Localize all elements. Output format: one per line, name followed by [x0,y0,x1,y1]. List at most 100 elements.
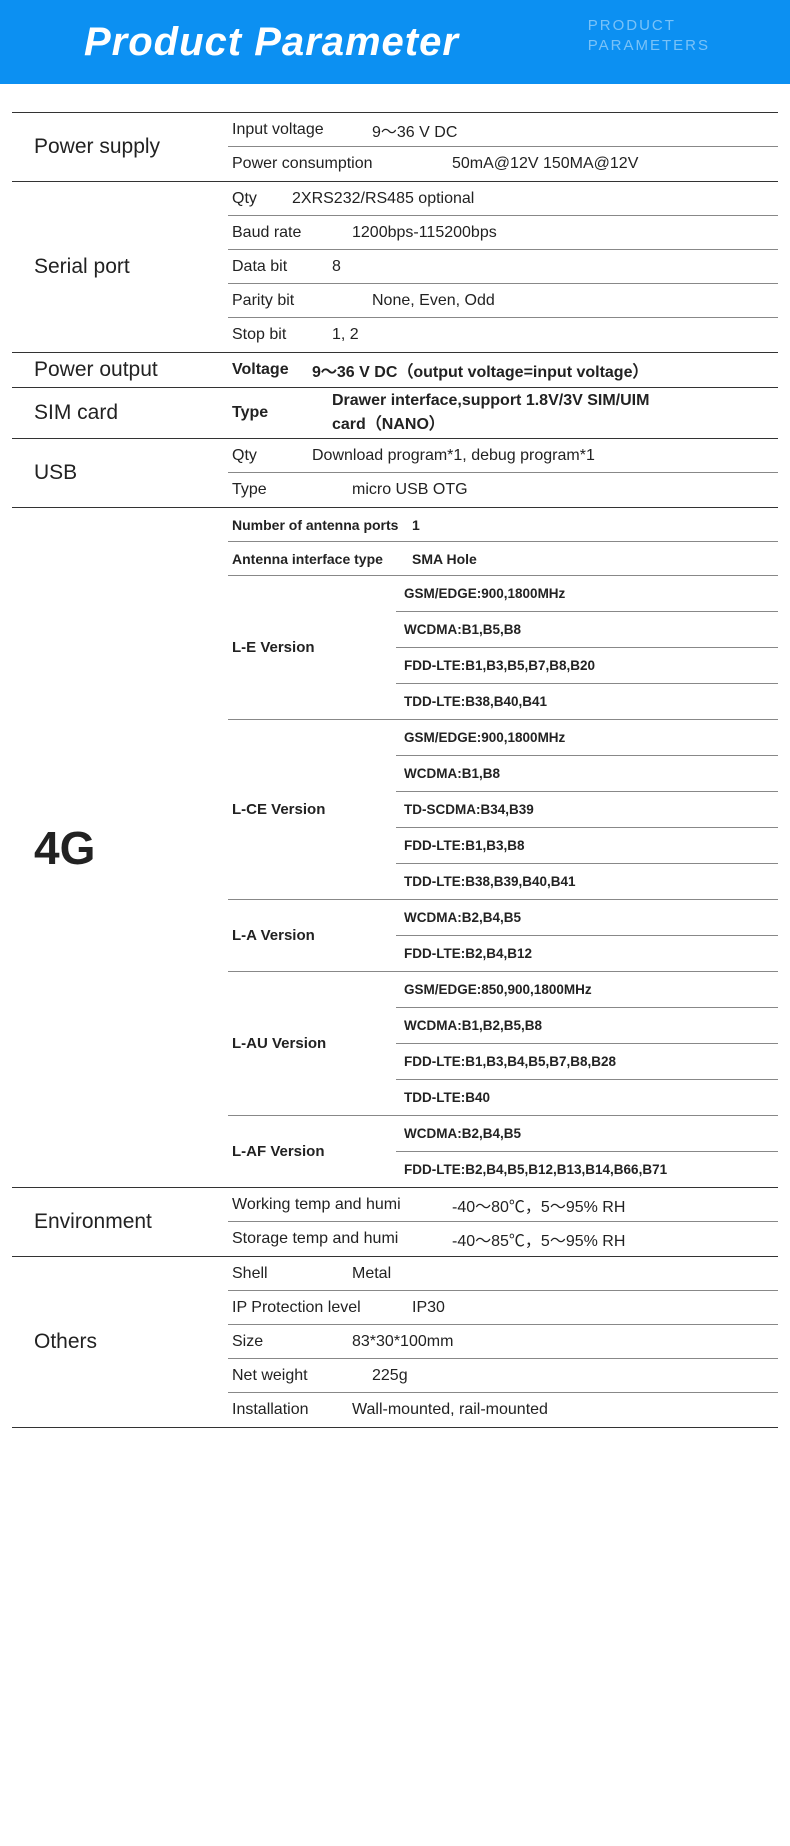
section-others: Others ShellMetal IP Protection levelIP3… [12,1257,778,1428]
table-row: Qty2XRS232/RS485 optional [228,182,778,216]
table-row: InstallationWall-mounted, rail-mounted [228,1393,778,1427]
table-row: Stop bit1, 2 [228,318,778,352]
spec-key: Size [232,1333,352,1351]
spec-table: Power supply Input voltage 9～36 V DC Pow… [0,112,790,1448]
spec-key: Baud rate [232,224,352,242]
version-bands: WCDMA:B2,B4,B5FDD-LTE:B2,B4,B5,B12,B13,B… [396,1116,778,1187]
spec-key: Voltage [232,361,312,379]
version-name: L-AU Version [228,972,396,1115]
section-serial-port: Serial port Qty2XRS232/RS485 optional Ba… [12,182,778,353]
band-row: GSM/EDGE:850,900,1800MHz [396,972,778,1008]
section-sim-card: SIM card Type Drawer interface,support 1… [12,388,778,439]
section-power-output: Power output Voltage 9～36 V DC（output vo… [12,353,778,388]
section-label: Environment [12,1188,228,1256]
spec-key: Storage temp and humi [232,1230,452,1248]
section-label: Power supply [12,113,228,181]
band-row: TDD-LTE:B40 [396,1080,778,1115]
version-name: L-E Version [228,576,396,719]
spec-key: IP Protection level [232,1299,412,1317]
band-row: FDD-LTE:B2,B4,B5,B12,B13,B14,B66,B71 [396,1152,778,1187]
spec-key: Antenna interface type [232,551,412,567]
banner-subtitle: PRODUCT PARAMETERS [588,16,710,55]
table-row: ShellMetal [228,1257,778,1291]
spec-key: Input voltage [232,121,372,139]
spec-key: Stop bit [232,326,332,344]
band-row: TDD-LTE:B38,B39,B40,B41 [396,864,778,899]
section-label: USB [12,439,228,507]
banner: Product Parameter PRODUCT PARAMETERS [0,0,790,84]
spec-value: 1, 2 [332,326,359,344]
spec-key: Net weight [232,1367,372,1385]
section-label: Serial port [12,182,228,352]
spec-value: Download program*1, debug program*1 [312,447,595,465]
banner-sub-2: PARAMETERS [588,36,710,56]
section-power-supply: Power supply Input voltage 9～36 V DC Pow… [12,112,778,182]
table-row: Data bit8 [228,250,778,284]
spec-value: 9～36 V DC [372,118,457,142]
band-row: FDD-LTE:B1,B3,B4,B5,B7,B8,B28 [396,1044,778,1080]
band-row: TD-SCDMA:B34,B39 [396,792,778,828]
spec-key: Power consumption [232,155,452,173]
spec-key: Parity bit [232,292,372,310]
spec-key: Qty [232,447,312,465]
spec-value: Wall-mounted, rail-mounted [352,1401,548,1419]
band-row: WCDMA:B1,B2,B5,B8 [396,1008,778,1044]
band-row: WCDMA:B1,B5,B8 [396,612,778,648]
spec-value: micro USB OTG [352,481,468,499]
spec-key: Type [232,404,332,422]
table-row: Storage temp and humi-40～85℃，5～95% RH [228,1222,778,1256]
band-row: FDD-LTE:B1,B3,B5,B7,B8,B20 [396,648,778,684]
banner-sub-1: PRODUCT [588,16,710,36]
spec-value: 1200bps-115200bps [352,224,497,242]
table-row: Antenna interface typeSMA Hole [228,542,778,576]
section-label: SIM card [12,388,228,438]
version-name: L-CE Version [228,720,396,899]
band-row: WCDMA:B1,B8 [396,756,778,792]
table-row: Size83*30*100mm [228,1325,778,1359]
band-row: TDD-LTE:B38,B40,B41 [396,684,778,719]
spec-value: 2XRS232/RS485 optional [292,190,474,208]
spec-key: Installation [232,1401,352,1419]
spec-key: Number of antenna ports [232,517,412,533]
spec-key: Qty [232,190,292,208]
spec-value: -40～85℃，5～95% RH [452,1227,625,1251]
band-row: GSM/EDGE:900,1800MHz [396,720,778,756]
spec-key: Shell [232,1265,352,1283]
spec-value: Metal [352,1265,391,1283]
banner-title: Product Parameter [84,20,459,65]
version-bands: GSM/EDGE:900,1800MHzWCDMA:B1,B5,B8FDD-LT… [396,576,778,719]
version-list: L-E VersionGSM/EDGE:900,1800MHzWCDMA:B1,… [228,576,778,1187]
table-row: IP Protection levelIP30 [228,1291,778,1325]
spec-key: Working temp and humi [232,1196,452,1214]
table-row: Baud rate1200bps-115200bps [228,216,778,250]
version-bands: GSM/EDGE:900,1800MHzWCDMA:B1,B8TD-SCDMA:… [396,720,778,899]
section-usb: USB QtyDownload program*1, debug program… [12,439,778,508]
table-row: Parity bitNone, Even, Odd [228,284,778,318]
table-row: Input voltage 9～36 V DC [228,113,778,147]
spec-value: 9～36 V DC（output voltage=input voltage） [312,358,648,382]
section-label: Power output [12,353,228,387]
version-bands: WCDMA:B2,B4,B5FDD-LTE:B2,B4,B12 [396,900,778,971]
table-row: Typemicro USB OTG [228,473,778,507]
table-row: Working temp and humi-40～80℃，5～95% RH [228,1188,778,1222]
section-4g: 4G Number of antenna ports1 Antenna inte… [12,508,778,1188]
section-label: Others [12,1257,228,1427]
table-row: Net weight225g [228,1359,778,1393]
version-name: L-A Version [228,900,396,971]
version-row: L-CE VersionGSM/EDGE:900,1800MHzWCDMA:B1… [228,720,778,900]
band-row: GSM/EDGE:900,1800MHz [396,576,778,612]
spec-value: Drawer interface,support 1.8V/3V SIM/UIM… [332,392,672,434]
spec-value: 8 [332,258,341,276]
table-row: Power consumption 50mA@12V 150MA@12V [228,147,778,181]
version-row: L-A VersionWCDMA:B2,B4,B5FDD-LTE:B2,B4,B… [228,900,778,972]
version-row: L-E VersionGSM/EDGE:900,1800MHzWCDMA:B1,… [228,576,778,720]
table-row: QtyDownload program*1, debug program*1 [228,439,778,473]
table-row: Number of antenna ports1 [228,508,778,542]
version-bands: GSM/EDGE:850,900,1800MHzWCDMA:B1,B2,B5,B… [396,972,778,1115]
spec-value: 50mA@12V 150MA@12V [452,155,638,173]
spec-value: 83*30*100mm [352,1333,453,1351]
spec-value: None, Even, Odd [372,292,495,310]
spec-key: Type [232,481,352,499]
spec-value: IP30 [412,1299,445,1317]
section-environment: Environment Working temp and humi-40～80℃… [12,1188,778,1257]
